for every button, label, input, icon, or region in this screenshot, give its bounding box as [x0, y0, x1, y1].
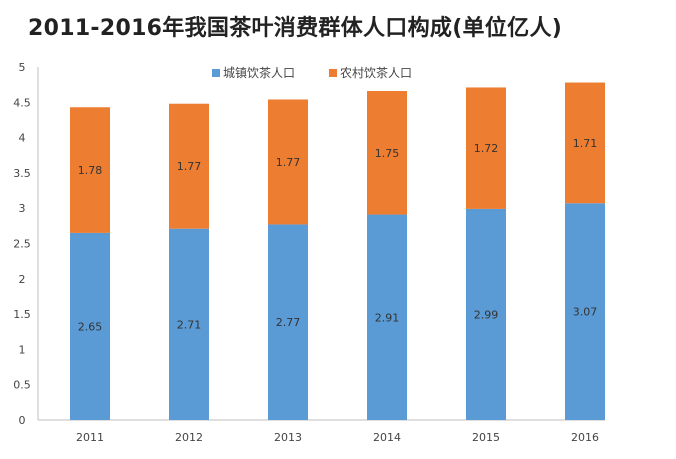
bars-group: 2.65 1.78 2.71 1.77 2.77 1.77 2.91 1.75 2.99 1.72… [70, 82, 605, 420]
x-tick-label: 2015 [472, 431, 500, 444]
bar-segment-rural [367, 91, 407, 215]
bar-segment-rural [70, 107, 110, 233]
x-tick-label: 2012 [175, 431, 203, 444]
y-tick-label: 5 [19, 61, 26, 74]
y-tick-label: 4.5 [13, 96, 31, 109]
x-tick-label: 2013 [274, 431, 302, 444]
y-tick-label: 2 [19, 273, 26, 286]
chart-title: 2011-2016年我国茶叶消费群体人口构成(单位亿人) [28, 16, 563, 41]
bar-segment-rural [169, 103, 209, 229]
x-tick-label: 2011 [76, 431, 104, 444]
y-tick-label: 1.5 [13, 308, 31, 321]
x-tick-label: 2014 [373, 431, 401, 444]
bar-data-label: 2.91 [375, 311, 400, 324]
y-axis: 0 0.5 1 1.5 2 2.5 3 3.5 4 4.5 5 [13, 61, 39, 427]
bar-data-label: 1.77 [276, 156, 301, 169]
bar-data-label: 1.77 [177, 160, 202, 173]
legend: 城镇饮茶人口 农村饮茶人口 [212, 65, 412, 80]
legend-label: 城镇饮茶人口 [223, 65, 295, 80]
y-tick-label: 0.5 [13, 379, 31, 392]
bar-segment-urban [565, 203, 605, 420]
bar-segment-urban [268, 224, 308, 420]
y-tick-label: 2.5 [13, 238, 31, 251]
bar-data-label: 2.77 [276, 316, 301, 329]
bar-segment-rural [565, 82, 605, 204]
bar-data-label: 3.07 [573, 306, 598, 319]
y-tick-label: 1 [19, 343, 26, 356]
bar-segment-rural [268, 99, 308, 225]
x-tick-label: 2016 [571, 431, 599, 444]
y-tick-label: 4 [19, 132, 26, 145]
legend-swatch [329, 69, 337, 77]
y-tick-label: 3 [19, 202, 26, 215]
legend-swatch [212, 69, 220, 77]
bar-segment-urban [169, 228, 209, 420]
bar-segment-urban [367, 214, 407, 420]
bar-segment-urban [466, 208, 506, 420]
y-tick-label: 3.5 [13, 167, 31, 180]
bar-data-label: 1.72 [474, 142, 499, 155]
bar-segment-rural [466, 87, 506, 209]
bar-data-label: 1.78 [78, 164, 103, 177]
bar-data-label: 1.71 [573, 137, 598, 150]
bar-data-label: 1.75 [375, 147, 400, 160]
x-axis: 2011 2012 2013 2014 2015 2016 [38, 419, 605, 444]
bar-data-label: 2.71 [177, 318, 202, 331]
y-tick-label: 0 [19, 414, 26, 427]
bar-data-label: 2.99 [474, 308, 499, 321]
bar-data-label: 2.65 [78, 320, 103, 333]
bar-segment-urban [70, 232, 110, 420]
legend-label: 农村饮茶人口 [340, 65, 412, 80]
